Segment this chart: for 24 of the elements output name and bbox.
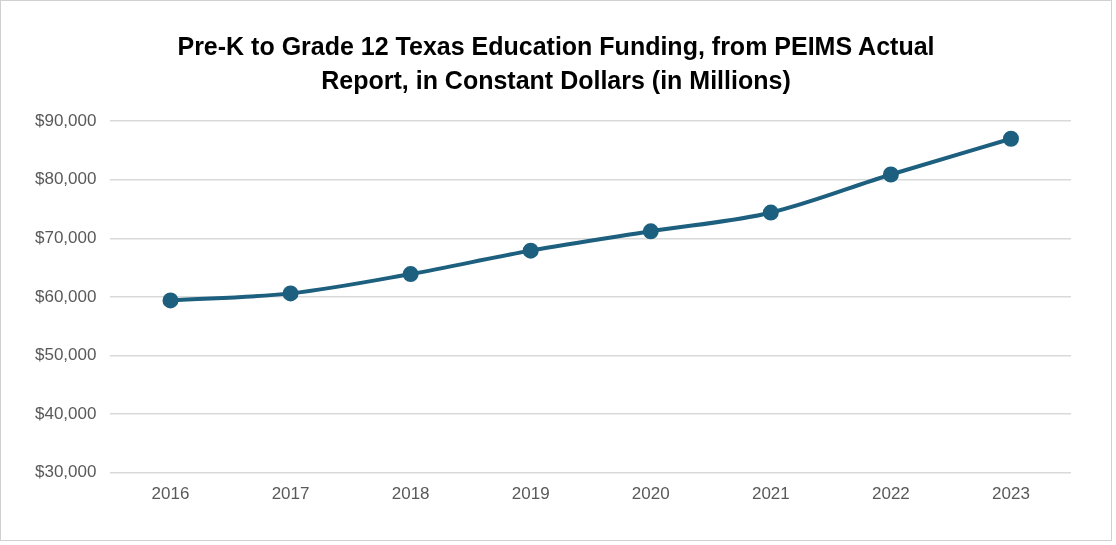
x-tick-label: 2017 — [271, 484, 310, 504]
chart-title: Pre-K to Grade 12 Texas Education Funding, from PEIMS Actual Report, in Constant Dollars (in Millions) — [176, 31, 936, 96]
y-tick-label: $90,000 — [35, 110, 97, 130]
y-tick-label: $70,000 — [35, 228, 97, 248]
point — [522, 242, 539, 259]
y-tick-label: $50,000 — [35, 345, 97, 365]
point — [402, 266, 419, 283]
y-tick-label: $60,000 — [35, 286, 97, 306]
point — [1002, 130, 1019, 147]
point — [162, 292, 179, 309]
x-tick-label: 2016 — [151, 484, 190, 504]
x-tick-label: 2020 — [631, 484, 670, 504]
y-tick-label: $80,000 — [35, 169, 97, 189]
point — [642, 223, 659, 240]
y-tick-label: $40,000 — [35, 403, 97, 423]
x-tick-label: 2022 — [871, 484, 910, 504]
point — [282, 285, 299, 302]
x-tick-label: 2019 — [511, 484, 550, 504]
x-tick-label: 2018 — [391, 484, 430, 504]
point — [762, 204, 779, 221]
y-tick-label: $30,000 — [35, 462, 97, 482]
point — [882, 166, 899, 183]
x-tick-label: 2021 — [751, 484, 790, 504]
x-tick-label: 2023 — [992, 484, 1030, 504]
